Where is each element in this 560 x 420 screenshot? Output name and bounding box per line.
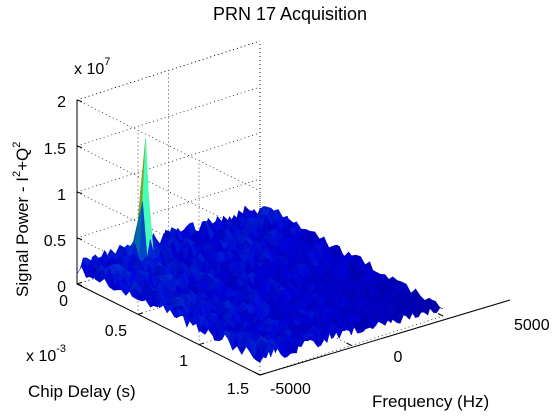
y-tick-labels: 0 0.5 1 1.5 [59,293,249,398]
y-tick-label: 0.5 [105,323,127,340]
surface [76,138,444,363]
y-axis-label: Chip Delay (s) [28,382,136,401]
z-tick-label: 2 [57,94,66,111]
z-tick-label: 1.5 [44,141,66,158]
x-tick-label: 0 [394,349,403,366]
y-tick-label: 1.5 [227,381,249,398]
x-tick-label: -5000 [270,381,311,398]
x-tick-label: 5000 [514,317,550,334]
z-tick-label: 1 [57,187,66,204]
z-multiplier: x 107 [74,56,110,78]
z-tick-label: 0.5 [44,233,66,250]
z-tick-labels: 0 0.5 1 1.5 2 [44,94,66,296]
y-tick-label: 0 [59,293,68,310]
y-tick-label: 1 [179,353,188,370]
surface-patch [255,345,264,363]
tick-marks [76,99,444,376]
z-axis-label: Signal Power - I2+Q2 [11,142,32,297]
z-tick-label: 0 [57,279,66,296]
x-axis-label: Frequency (Hz) [372,392,489,411]
x-tick-labels: -5000 0 5000 [270,317,550,398]
chart-title: PRN 17 Acquisition [213,4,367,24]
y-multiplier: x 10-3 [26,343,66,365]
